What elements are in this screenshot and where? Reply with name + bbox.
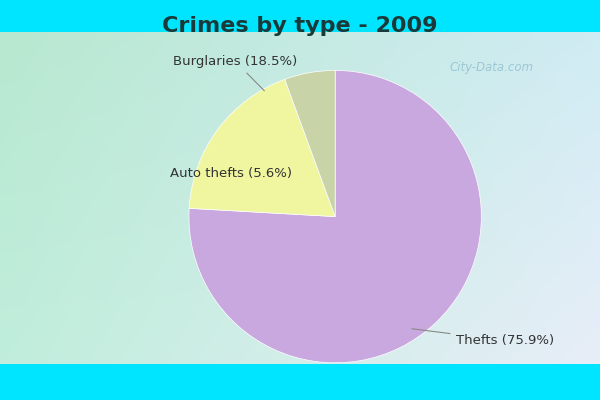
Text: Burglaries (18.5%): Burglaries (18.5%) <box>173 55 298 91</box>
Wedge shape <box>189 70 481 363</box>
Text: Thefts (75.9%): Thefts (75.9%) <box>412 329 554 347</box>
Text: Crimes by type - 2009: Crimes by type - 2009 <box>162 16 438 36</box>
Text: City-Data.com: City-Data.com <box>450 62 534 74</box>
Wedge shape <box>189 79 335 217</box>
Text: Auto thefts (5.6%): Auto thefts (5.6%) <box>170 167 292 180</box>
Wedge shape <box>285 70 335 217</box>
